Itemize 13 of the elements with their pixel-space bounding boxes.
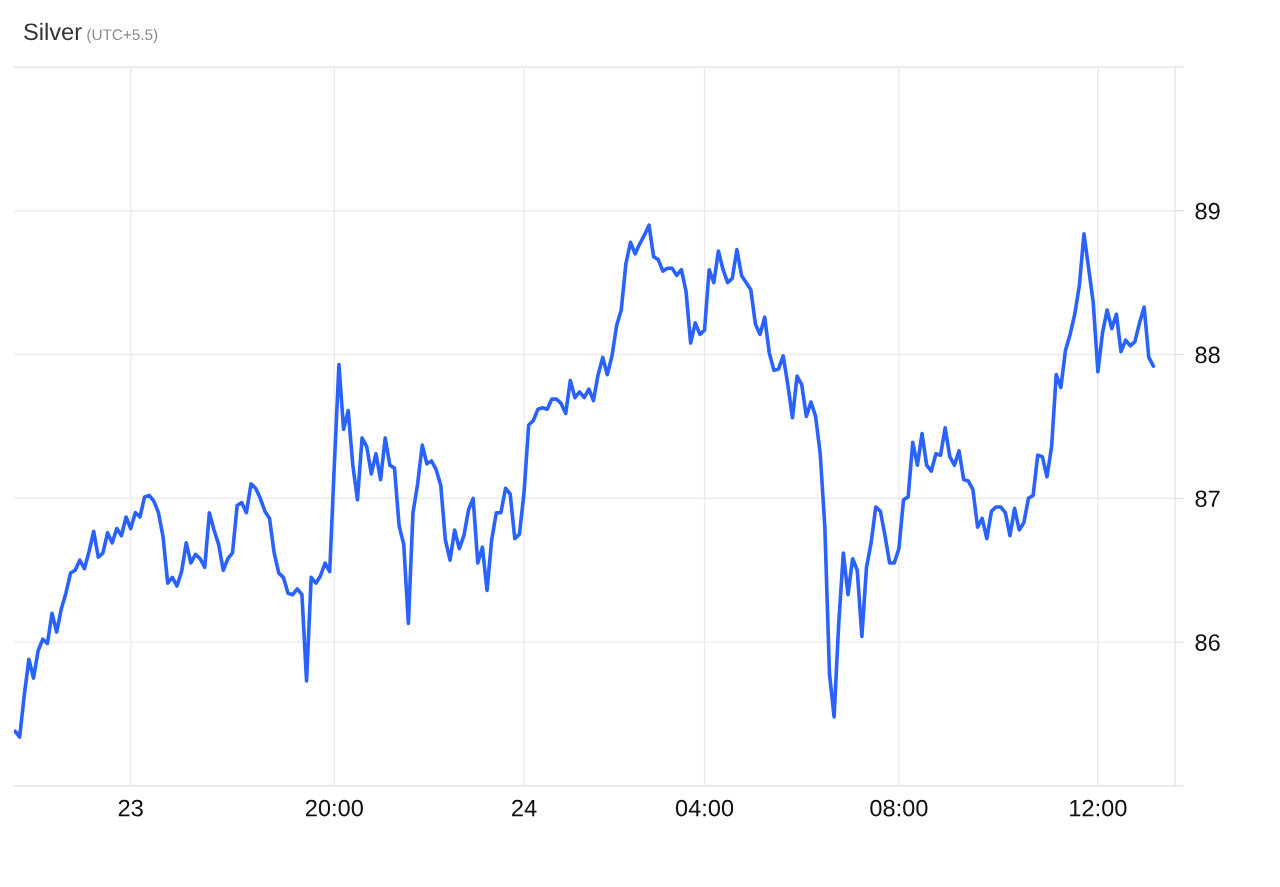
y-tick-label: 86 [1195,634,1220,651]
y-tick-label: 88 [1195,346,1220,364]
x-tick-label: 08:00 [870,799,928,817]
y-tick-label: 87 [1195,490,1220,508]
x-tick-label: 20:00 [305,799,363,817]
chart-title: Silver [24,22,82,41]
line-series [14,223,1156,739]
chart-subtitle: (UTC+5.5) [87,28,158,44]
x-tick-label: 12:00 [1070,799,1127,817]
x-tick-label: 24 [512,799,537,817]
x-tick-label: 04:00 [675,799,734,817]
x-tick-label: 23 [118,799,143,817]
y-tick-label: 89 [1195,202,1220,220]
